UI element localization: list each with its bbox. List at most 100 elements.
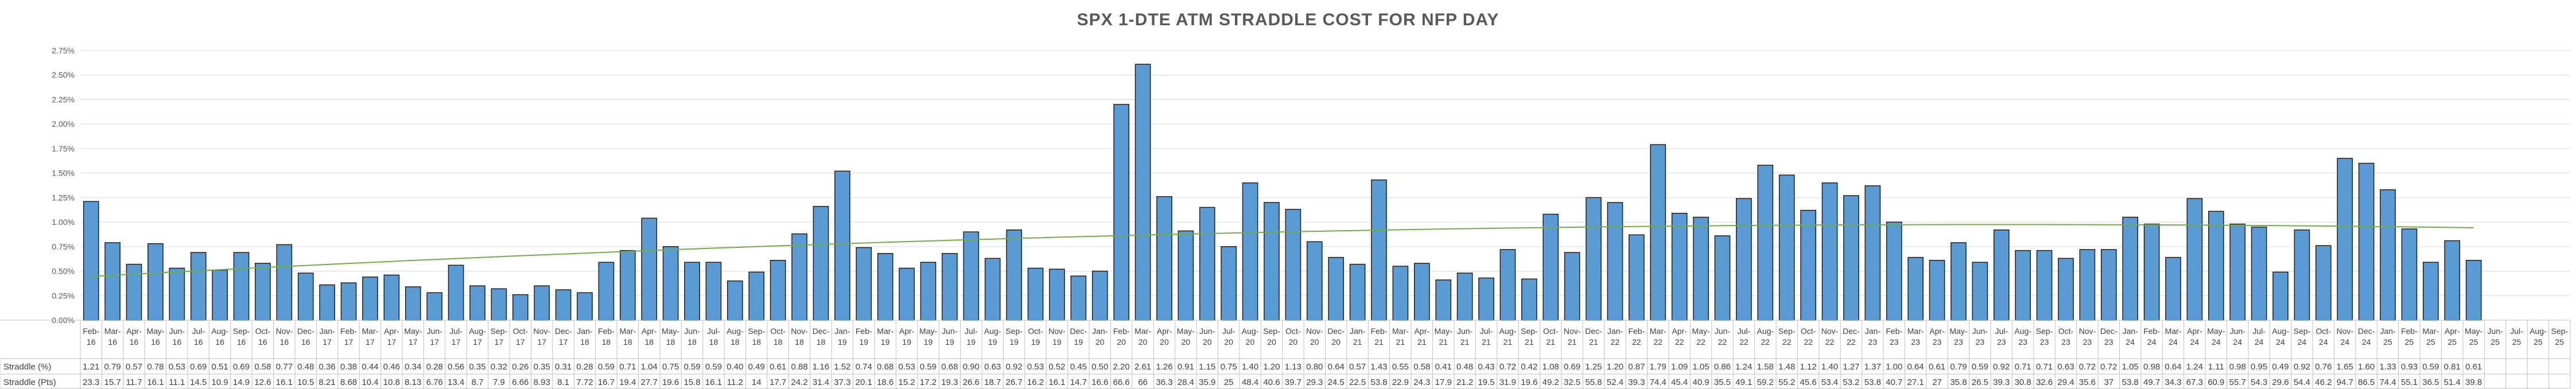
bar bbox=[448, 264, 464, 321]
category-label: Apr-24 bbox=[2187, 326, 2202, 347]
category-label: Mar-22 bbox=[1650, 326, 1666, 347]
category-label: Nov-19 bbox=[1048, 326, 1066, 347]
category-label: Jun-21 bbox=[1457, 326, 1473, 347]
table-cell: 6.76 bbox=[426, 378, 443, 387]
table-cell: 2.20 bbox=[1113, 362, 1130, 372]
table-cell: 1.04 bbox=[641, 362, 658, 372]
table-cell: 0.78 bbox=[147, 362, 164, 372]
table-cell: 1.12 bbox=[1800, 362, 1817, 372]
table-cell: 1.11 bbox=[2208, 362, 2224, 372]
bar bbox=[598, 262, 615, 321]
category-label: Aug-20 bbox=[1242, 326, 1259, 347]
table-cell: 0.59 bbox=[683, 362, 700, 372]
table-cell: 1.15 bbox=[1199, 362, 1215, 372]
table-cell: 53.4 bbox=[1821, 378, 1838, 387]
table-cell: 32.5 bbox=[1564, 378, 1580, 387]
bar bbox=[1499, 249, 1516, 321]
table-cell: 0.31 bbox=[555, 362, 572, 372]
table-cell: 0.59 bbox=[920, 362, 937, 372]
category-label: Jul-23 bbox=[1995, 326, 2008, 347]
bar bbox=[1328, 256, 1345, 321]
table-cell: 39.3 bbox=[1628, 378, 1645, 387]
table-cell: 0.61 bbox=[1929, 362, 1945, 372]
table-cell: 1.25 bbox=[1585, 362, 1602, 372]
bar bbox=[1134, 64, 1151, 321]
category-label: Mar-21 bbox=[1392, 326, 1409, 347]
bar bbox=[2380, 189, 2396, 321]
table-cell: 0.55 bbox=[1392, 362, 1409, 372]
table-cell: 1.79 bbox=[1650, 362, 1666, 372]
bar bbox=[2079, 249, 2096, 321]
category-label: Dec-22 bbox=[1843, 326, 1860, 347]
table-cell: 49.2 bbox=[1543, 378, 1559, 387]
table-cell: 55.2 bbox=[1778, 378, 1795, 387]
table-cell: 1.21 bbox=[83, 362, 99, 372]
bar bbox=[877, 253, 893, 321]
table-cell: 0.43 bbox=[1478, 362, 1494, 372]
category-label: Jan-22 bbox=[1607, 326, 1623, 347]
bar bbox=[1242, 182, 1258, 321]
table-cell: 0.68 bbox=[877, 362, 893, 372]
table-cell: 35.6 bbox=[2079, 378, 2096, 387]
category-label: Aug-24 bbox=[2272, 326, 2289, 347]
bar bbox=[319, 284, 336, 321]
bar bbox=[662, 246, 679, 321]
category-label: Jun-25 bbox=[2487, 326, 2503, 347]
table-cell: 0.69 bbox=[190, 362, 207, 372]
table-cell: 29.3 bbox=[1306, 378, 1323, 387]
category-label: Feb-23 bbox=[1886, 326, 1902, 347]
table-cell: 14.5 bbox=[190, 378, 207, 387]
bar bbox=[104, 242, 121, 321]
bar bbox=[1264, 202, 1280, 321]
table-cell: 37 bbox=[2104, 378, 2113, 387]
category-label: Jul-25 bbox=[2510, 326, 2523, 347]
table-cell: 66 bbox=[1138, 378, 1148, 387]
category-label: Jan-25 bbox=[2380, 326, 2396, 347]
table-cell: 11.1 bbox=[169, 378, 185, 387]
table-cell: 54.4 bbox=[2294, 378, 2310, 387]
table-cell: 8.68 bbox=[340, 378, 357, 387]
bar bbox=[1371, 179, 1387, 321]
category-label: Oct-20 bbox=[1285, 326, 1301, 347]
table-cell: 27 bbox=[1932, 378, 1942, 387]
table-cell: 16.1 bbox=[1048, 378, 1065, 387]
category-label: Oct-24 bbox=[2316, 326, 2332, 347]
table-cell: 55.7 bbox=[2229, 378, 2246, 387]
bar bbox=[83, 201, 99, 321]
category-label: Apr-16 bbox=[126, 326, 142, 347]
bar bbox=[920, 262, 937, 321]
category-label: Nov-18 bbox=[791, 326, 808, 347]
category-label: Feb-25 bbox=[2401, 326, 2418, 347]
table-cell: 1.33 bbox=[2379, 362, 2396, 372]
category-label: Oct-18 bbox=[770, 326, 786, 347]
category-label: Aug-18 bbox=[726, 326, 744, 347]
category-label: Mar-24 bbox=[2165, 326, 2182, 347]
category-label: Dec-16 bbox=[297, 326, 314, 347]
table-cell: 16.7 bbox=[598, 378, 615, 387]
category-label: Oct-21 bbox=[1543, 326, 1559, 347]
bar bbox=[1778, 174, 1795, 321]
table-cell: 53.8 bbox=[2122, 378, 2139, 387]
table-cell: 1.43 bbox=[1370, 362, 1387, 372]
table-cell: 51.4 bbox=[2444, 378, 2461, 387]
table-cell: 32.6 bbox=[2036, 378, 2053, 387]
table-cell: 1.05 bbox=[1692, 362, 1709, 372]
table-cell: 55.8 bbox=[1585, 378, 1602, 387]
category-label: Apr-23 bbox=[1929, 326, 1945, 347]
table-cell: 0.28 bbox=[426, 362, 443, 372]
category-label: Sep-22 bbox=[1778, 326, 1796, 347]
table-cell: 19.4 bbox=[619, 378, 636, 387]
table-cell: 21.2 bbox=[1456, 378, 1473, 387]
category-label: Dec-19 bbox=[1070, 326, 1087, 347]
bar bbox=[2036, 250, 2053, 321]
bar bbox=[1199, 207, 1215, 321]
bar bbox=[469, 285, 485, 321]
table-cell: 8.7 bbox=[472, 378, 484, 387]
table-cell: 0.61 bbox=[770, 362, 786, 372]
bar bbox=[405, 286, 421, 321]
bar bbox=[2058, 258, 2074, 321]
category-label: Jan-20 bbox=[1092, 326, 1108, 347]
bar bbox=[1607, 202, 1623, 321]
table-cell: 0.56 bbox=[448, 362, 464, 372]
